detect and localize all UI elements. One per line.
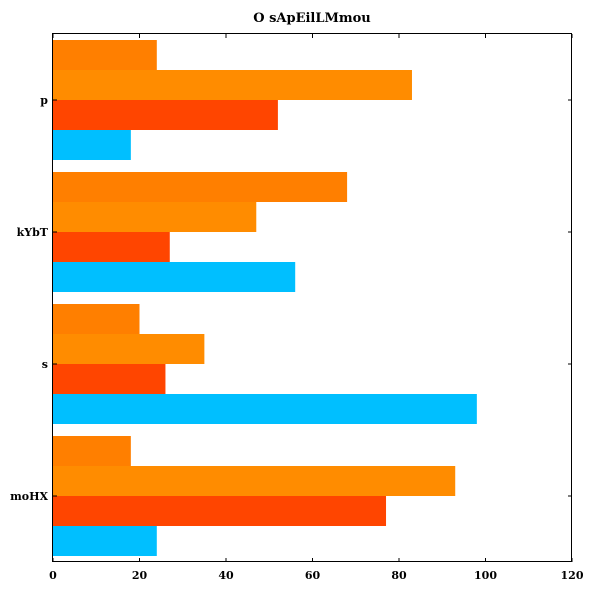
bar-s-series-1 [53,394,477,424]
bar-p-series-2 [53,100,278,130]
x-tick-label-100: 100 [474,569,497,582]
y-tick-label-kYbT: kYbT [17,226,49,239]
bar-moHX-series-2 [53,496,386,526]
bar-kYbT-series-2 [53,232,170,262]
bar-p-series-3 [53,70,412,100]
y-tick-label-moHX: moHX [10,490,48,503]
bar-kYbT-series-3 [53,202,256,232]
x-tick-label-60: 60 [305,569,321,582]
bar-s-series-3 [53,334,204,364]
bar-p-series-4 [53,40,157,70]
chart-title: O sApEilLMmou [253,11,371,26]
bar-s-series-2 [53,364,165,394]
x-tick-label-80: 80 [391,569,407,582]
bar-kYbT-series-1 [53,262,295,292]
x-tick-label-0: 0 [49,569,57,582]
bars-group [53,40,477,556]
y-tick-label-s: s [42,358,48,371]
x-tick-label-40: 40 [218,569,234,582]
bar-moHX-series-4 [53,436,131,466]
bar-moHX-series-1 [53,526,157,556]
bar-moHX-series-3 [53,466,455,496]
bar-kYbT-series-4 [53,172,347,202]
bar-s-series-4 [53,304,140,334]
x-tick-label-120: 120 [561,569,584,582]
x-tick-label-20: 20 [132,569,148,582]
y-tick-label-p: p [40,94,48,107]
bar-p-series-1 [53,130,131,160]
